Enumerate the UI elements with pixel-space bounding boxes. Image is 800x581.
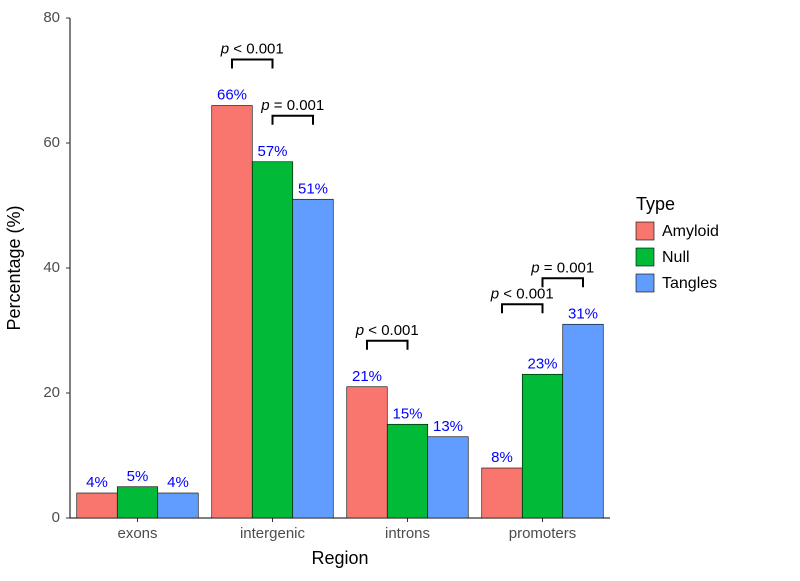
bar	[482, 468, 523, 518]
bar-value-label: 21%	[352, 368, 382, 385]
bar	[563, 324, 604, 518]
x-tick-label: promoters	[509, 525, 577, 542]
x-tick-label: introns	[385, 525, 430, 542]
y-tick-label: 40	[43, 259, 60, 276]
bar	[252, 162, 293, 518]
bar-value-label: 8%	[491, 449, 513, 466]
legend-swatch	[636, 274, 654, 292]
p-value-label: p < 0.001	[490, 285, 554, 302]
y-tick-label: 80	[43, 9, 60, 26]
legend-swatch	[636, 248, 654, 266]
bar-value-label: 15%	[392, 405, 422, 422]
bar-value-label: 4%	[86, 474, 108, 491]
p-value-label: p < 0.001	[355, 322, 419, 339]
y-tick-label: 20	[43, 384, 60, 401]
bar-value-label: 5%	[127, 468, 149, 485]
bar-value-label: 31%	[568, 305, 598, 322]
x-tick-label: exons	[117, 525, 157, 542]
bar	[212, 106, 253, 519]
bar	[428, 437, 469, 518]
bar-value-label: 13%	[433, 418, 463, 435]
x-tick-label: intergenic	[240, 525, 306, 542]
bar	[522, 374, 563, 518]
bar	[158, 493, 199, 518]
x-axis-title: Region	[311, 548, 368, 568]
p-value-label: p = 0.001	[260, 97, 324, 114]
bar	[347, 387, 388, 518]
legend-title: Type	[636, 194, 675, 214]
y-tick-label: 0	[52, 509, 60, 526]
legend-label: Amyloid	[662, 223, 719, 240]
bar	[387, 424, 428, 518]
y-tick-label: 60	[43, 134, 60, 151]
bar-value-label: 23%	[527, 355, 557, 372]
bar-value-label: 57%	[257, 143, 287, 160]
percentage-bar-chart: 0 20 40 60 80 exons intergenic introns promoters…	[0, 0, 800, 581]
bar-value-label: 4%	[167, 474, 189, 491]
bar	[293, 199, 334, 518]
p-value-label: p < 0.001	[220, 41, 284, 58]
bar	[117, 487, 158, 518]
p-value-label: p = 0.001	[530, 259, 594, 276]
legend-label: Null	[662, 249, 690, 266]
bar-value-label: 51%	[298, 180, 328, 197]
legend-label: Tangles	[662, 275, 717, 292]
bar	[77, 493, 118, 518]
bar-value-label: 66%	[217, 87, 247, 104]
y-axis-title: Percentage (%)	[4, 205, 24, 330]
legend-swatch	[636, 222, 654, 240]
